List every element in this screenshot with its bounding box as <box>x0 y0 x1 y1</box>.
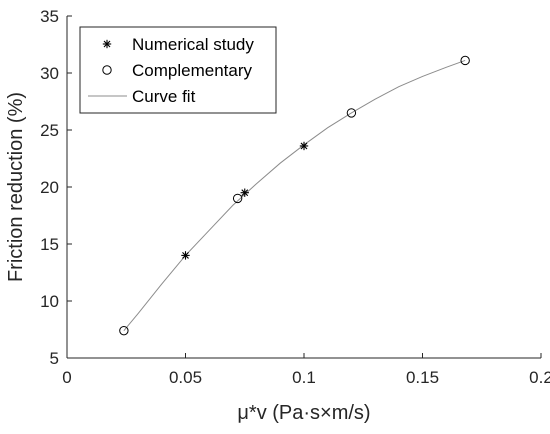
legend: Numerical study Complementary Curve fit <box>79 26 277 114</box>
legend-entry-label: Numerical study <box>132 35 254 54</box>
y-tick-label: 5 <box>50 349 59 368</box>
y-tick-label: 35 <box>40 7 59 26</box>
x-tick-label: 0.2 <box>529 368 550 387</box>
legend-entry-label: Complementary <box>132 61 252 80</box>
y-tick-label: 15 <box>40 235 59 254</box>
y-axis-label: Friction reduction (%) <box>5 92 27 282</box>
star-stroke <box>103 40 111 48</box>
y-tick-label: 30 <box>40 64 59 83</box>
numerical-study-point <box>240 188 249 197</box>
y-tick-label: 20 <box>40 178 59 197</box>
x-tick-label: 0.1 <box>292 368 316 387</box>
complementary-point <box>119 325 129 336</box>
x-tick-label: 0.15 <box>406 368 439 387</box>
legend-box <box>79 26 277 114</box>
x-axis-label: μ*v (Pa·s×m/s) <box>237 402 370 424</box>
legend-asterisk-marker <box>102 39 112 49</box>
curve-fit-group <box>123 59 466 331</box>
star-stroke <box>241 189 249 197</box>
markers-group <box>119 55 470 336</box>
x-tick-label: 0.05 <box>169 368 202 387</box>
complementary-point <box>460 55 470 66</box>
legend-entry-label: Curve fit <box>132 87 196 106</box>
curve-fit-line <box>123 59 466 331</box>
numerical-study-point <box>299 141 309 151</box>
y-tick-label: 10 <box>40 292 59 311</box>
y-tick-label: 25 <box>40 121 59 140</box>
axes: 0 0.05 0.1 0.15 0.2 5 10 15 20 25 30 35 <box>40 7 550 387</box>
complementary-point <box>232 193 243 204</box>
star-stroke <box>182 251 189 259</box>
x-tick-label: 0 <box>62 368 71 387</box>
complementary-point <box>346 108 357 118</box>
star-stroke <box>300 142 308 150</box>
numerical-study-point <box>181 251 190 260</box>
legend-circle-marker <box>102 65 112 75</box>
